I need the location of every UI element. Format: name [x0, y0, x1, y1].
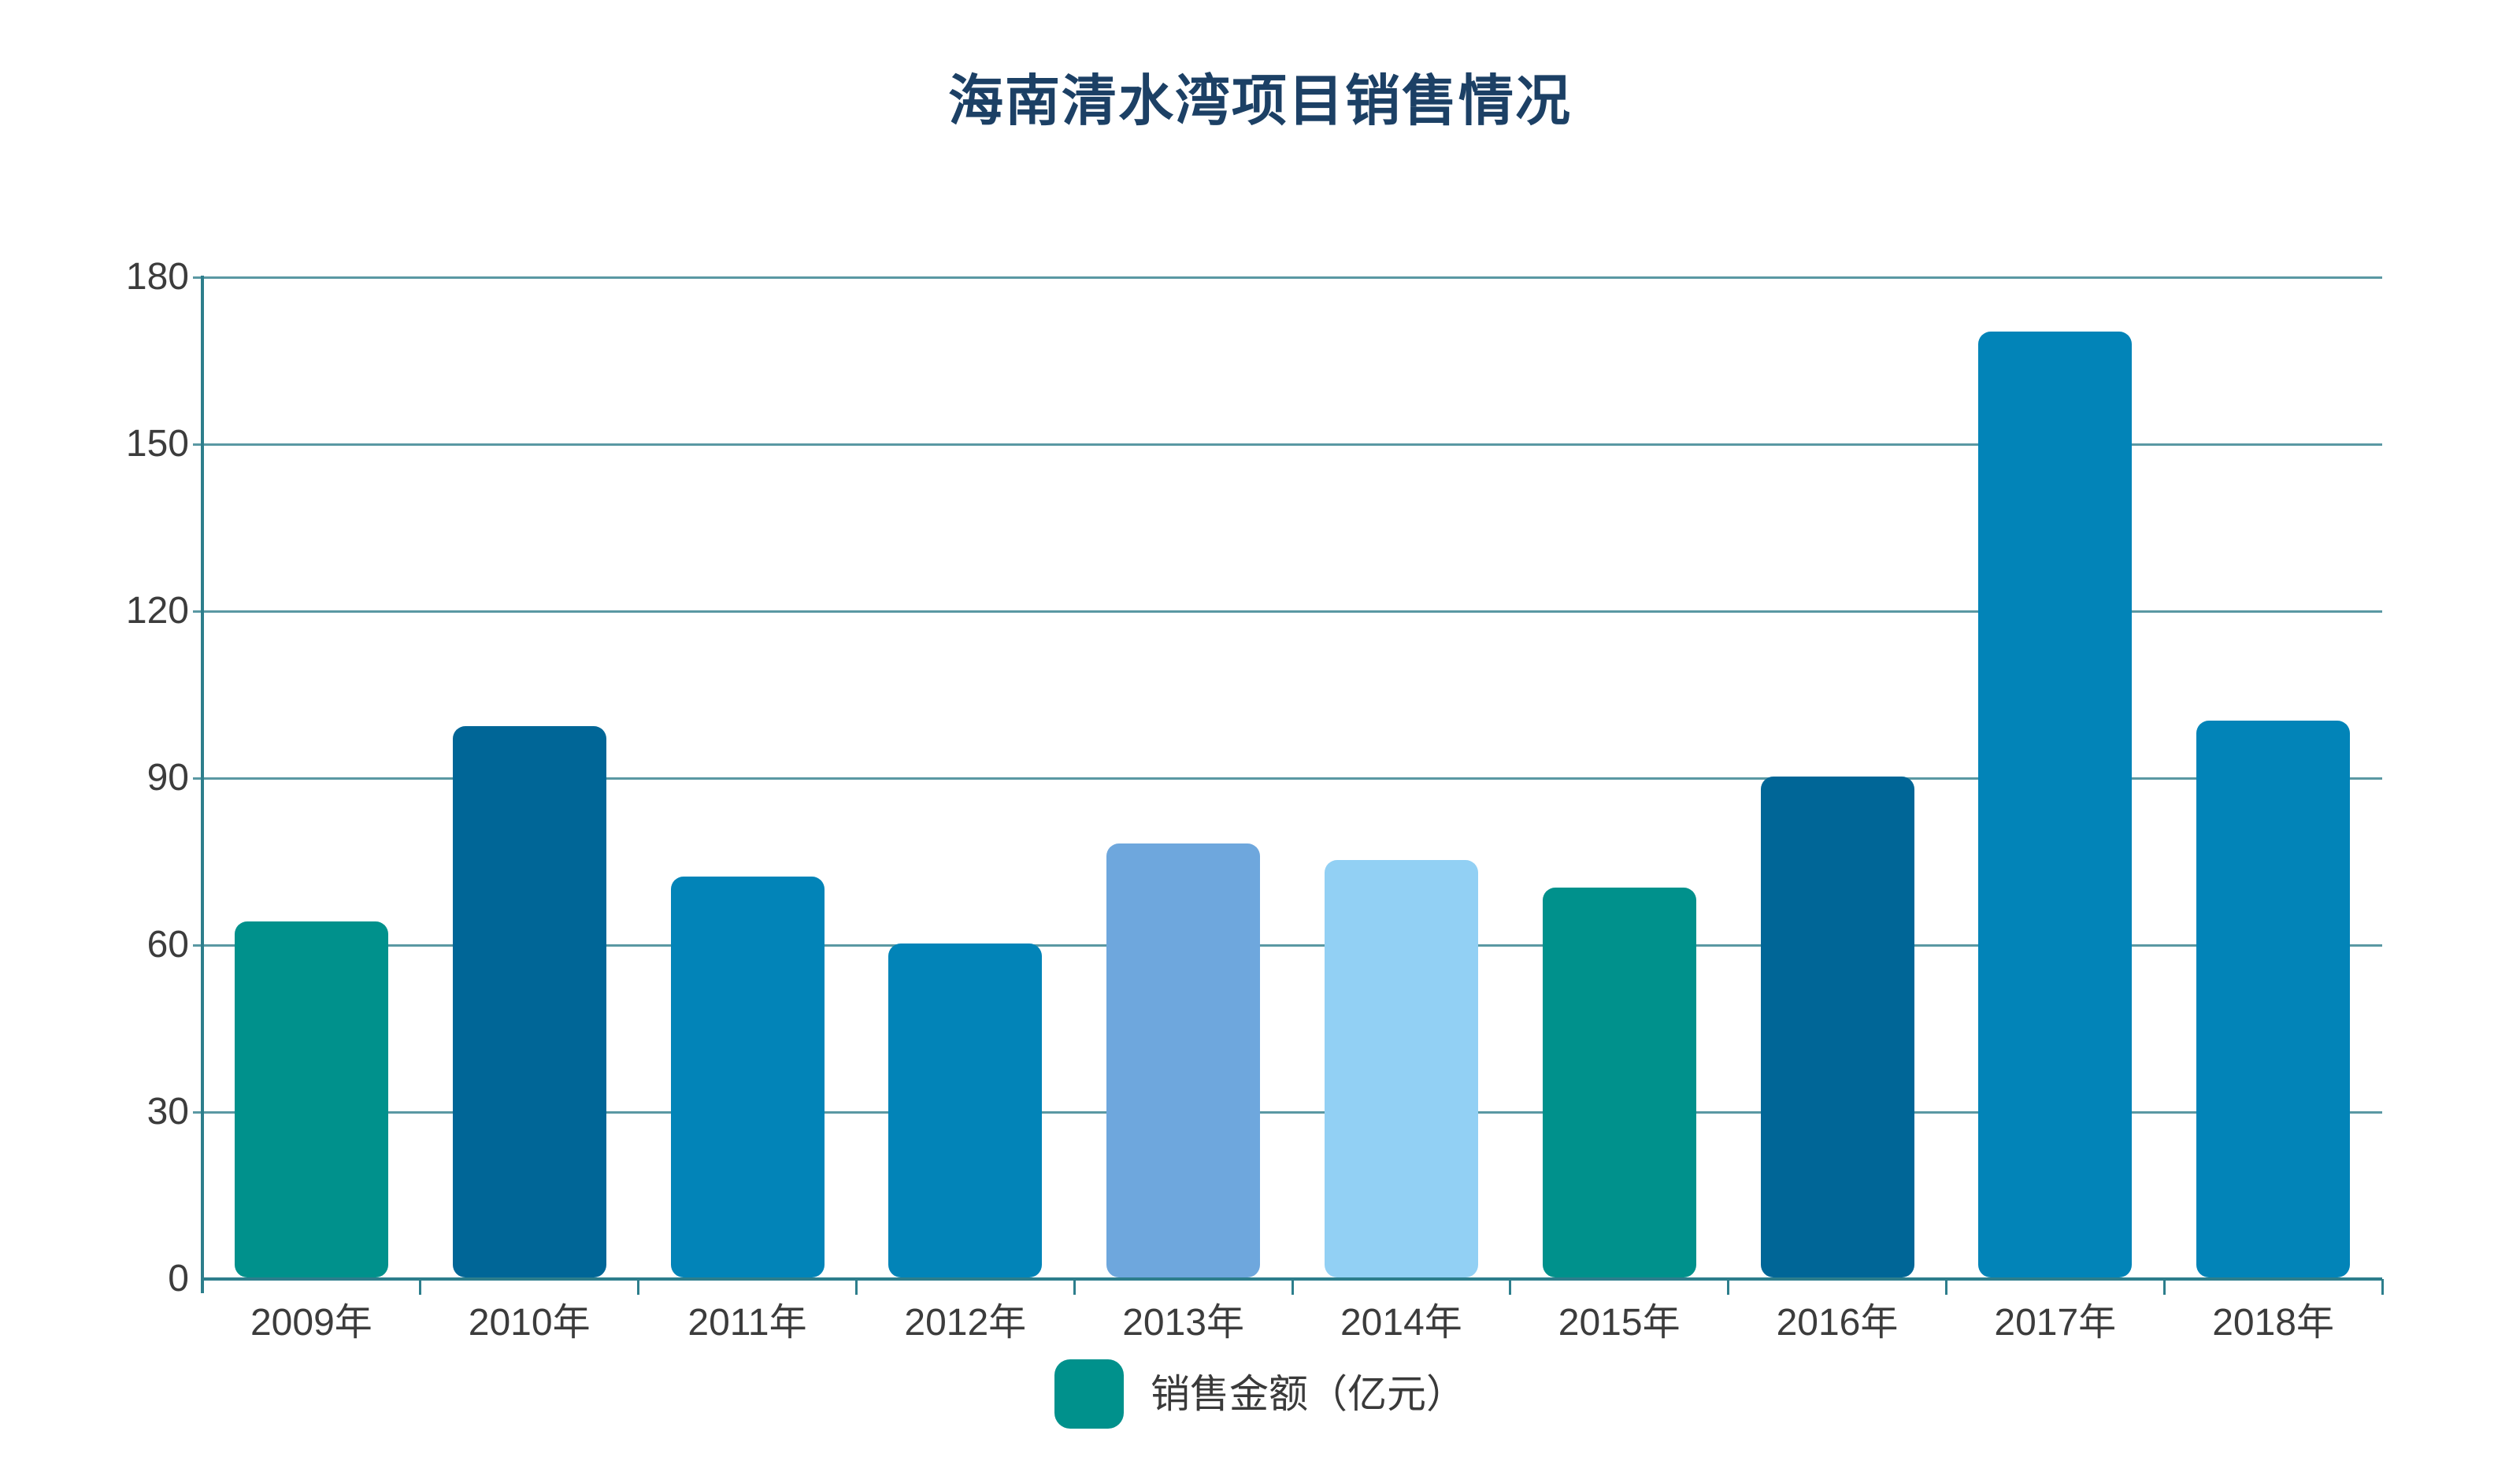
y-tick-label: 60	[146, 924, 189, 966]
gridline-30	[193, 1110, 2382, 1114]
x-tick-label: 2012年	[904, 1302, 1027, 1344]
x-tick-label: 2017年	[1994, 1302, 2117, 1344]
gridline-180	[193, 276, 2382, 279]
bar-2015[interactable]	[1542, 888, 1696, 1277]
x-tick-label: 2014年	[1340, 1302, 1462, 1344]
x-axis-tick	[1727, 1279, 1730, 1295]
bar-2014[interactable]	[1324, 860, 1478, 1277]
x-axis-tick	[1509, 1279, 1512, 1295]
x-tick-label: 2018年	[2212, 1302, 2334, 1344]
legend-label: 销售金额（亿元）	[1151, 1372, 1466, 1416]
y-tick-label: 120	[125, 590, 189, 632]
x-axis-tick	[637, 1279, 640, 1295]
gridline-60	[193, 944, 2382, 947]
y-tick-label: 30	[146, 1091, 189, 1133]
x-axis-tick	[1944, 1279, 1947, 1295]
x-tick-label: 2016年	[1776, 1302, 1899, 1344]
y-tick-label: 150	[125, 423, 189, 465]
x-tick-label: 2009年	[250, 1302, 372, 1344]
gridline-150	[193, 443, 2382, 446]
bar-2009[interactable]	[234, 921, 388, 1277]
x-axis-tick	[854, 1279, 858, 1295]
gridline-90	[193, 777, 2382, 780]
legend-item[interactable]: 销售金额（亿元）	[0, 1359, 2520, 1429]
x-axis-tick	[1073, 1279, 1076, 1295]
x-axis-tick	[1291, 1279, 1294, 1295]
y-tick-label: 0	[168, 1258, 189, 1299]
x-axis-tick	[419, 1279, 422, 1295]
bar-2011[interactable]	[670, 877, 825, 1277]
x-axis-tick	[2381, 1279, 2384, 1295]
x-axis-tick	[2162, 1279, 2166, 1295]
x-tick-label: 2015年	[1558, 1302, 1681, 1344]
chart-title: 海南清水湾项目销售情况	[948, 70, 1572, 132]
y-tick-label: 180	[125, 256, 189, 298]
x-axis-line	[202, 1277, 2382, 1281]
y-tick-label: 90	[146, 757, 189, 799]
bar-2013[interactable]	[1106, 843, 1261, 1277]
bar-2010[interactable]	[452, 726, 606, 1277]
x-tick-label: 2013年	[1122, 1302, 1244, 1344]
x-tick-label: 2011年	[687, 1302, 807, 1344]
y-axis-line	[201, 276, 204, 1293]
legend-swatch	[1054, 1359, 1124, 1429]
bar-2016[interactable]	[1760, 777, 1914, 1277]
x-tick-label: 2010年	[468, 1302, 591, 1344]
gridline-120	[193, 610, 2382, 613]
bar-2012[interactable]	[888, 944, 1043, 1277]
bar-2018[interactable]	[2196, 721, 2351, 1277]
bar-2017[interactable]	[1978, 331, 2133, 1277]
